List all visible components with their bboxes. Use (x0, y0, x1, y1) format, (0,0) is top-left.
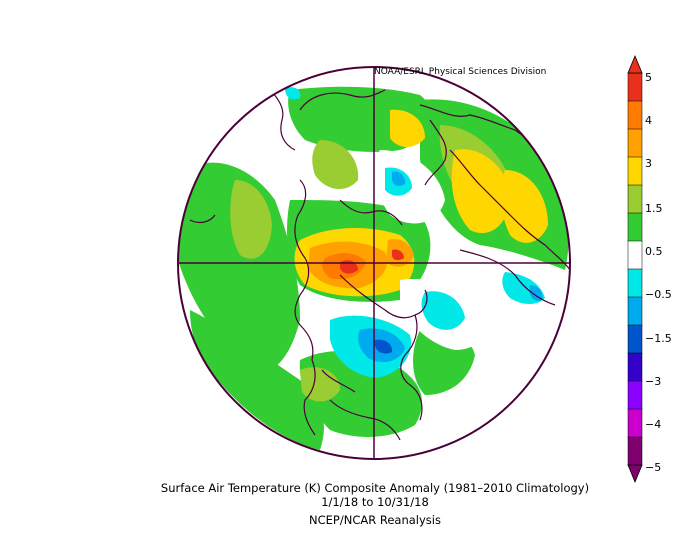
colorbar-tick-label: −1.5 (645, 332, 672, 345)
colorbar-top-arrow (627, 54, 643, 74)
colorbar-tick-label: −4 (645, 418, 661, 431)
colorbar-ticks: 5 4 3 1.5 0.5 −0.5 −1.5 −3 −4 −5 (645, 71, 672, 474)
colorbar: 5 4 3 1.5 0.5 −0.5 −1.5 −3 −4 −5 (627, 54, 672, 484)
colorbar-tick-label: 4 (645, 114, 652, 127)
colorbar-cell (627, 212, 643, 242)
map-title: Surface Air Temperature (K) Composite An… (160, 481, 590, 495)
colorbar-cells (627, 72, 643, 466)
colorbar-tick-label: 0.5 (645, 245, 663, 258)
colorbar-tick-label: 3 (645, 157, 652, 170)
colorbar-cell (627, 240, 643, 270)
colorbar-cell (627, 184, 643, 214)
colorbar-tick-label: −3 (645, 375, 661, 388)
colorbar-cell (627, 408, 643, 438)
colorbar-cell (627, 296, 643, 326)
colorbar-tick-label: −0.5 (645, 288, 672, 301)
globe-outline (177, 66, 571, 460)
colorbar-cell (627, 268, 643, 298)
colorbar-cell (627, 72, 643, 102)
colorbar-cell (627, 100, 643, 130)
colorbar-cell (627, 156, 643, 186)
coastlines (189, 89, 570, 441)
colorbar-cell (627, 380, 643, 410)
dataset-label: NCEP/NCAR Reanalysis (309, 513, 441, 527)
date-range: 1/1/18 to 10/31/18 (321, 495, 429, 509)
source-credit: NOAA/ESRL Physical Sciences Division (374, 67, 547, 77)
colorbar-tick-label: −5 (645, 461, 661, 474)
polar-map (177, 66, 571, 460)
colorbar-tick-label: 1.5 (645, 202, 663, 215)
colorbar-tick-label: 5 (645, 71, 652, 84)
colorbar-cell (627, 352, 643, 382)
colorbar-bottom-arrow (627, 464, 643, 484)
colorbar-cell (627, 436, 643, 466)
colorbar-cell (627, 128, 643, 158)
colorbar-cell (627, 324, 643, 354)
anomaly-field (178, 86, 570, 450)
